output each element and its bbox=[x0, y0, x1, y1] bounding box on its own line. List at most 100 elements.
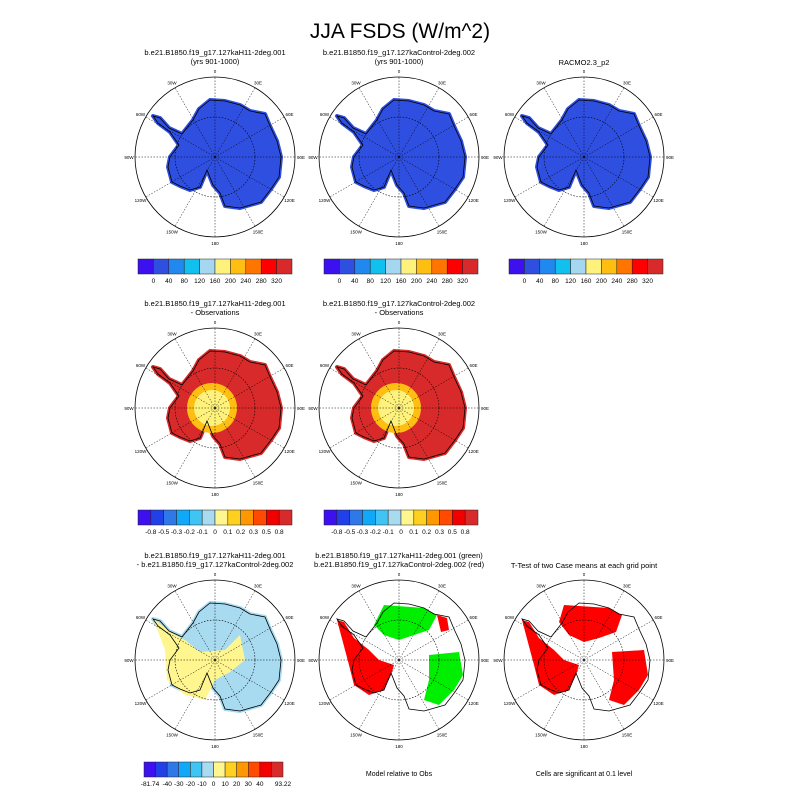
colorbar-tick-label: 0 bbox=[399, 529, 403, 536]
colorbar-swatch bbox=[155, 761, 168, 778]
colorbar: -0.8 -0.5 -0.3 -0.2 -0.1 0 0.1 0.2 0.3 0.5 0.8 bbox=[137, 509, 293, 536]
panel-subtitle: - Observations bbox=[375, 308, 424, 317]
colorbar-swatch bbox=[168, 258, 185, 275]
colorbar-tick-label: 200 bbox=[225, 278, 236, 285]
longitude-label: 150W bbox=[166, 229, 179, 234]
colorbar-tick-label: 320 bbox=[457, 278, 468, 285]
colorbar-tick-label: 160 bbox=[581, 278, 592, 285]
colorbar-swatch bbox=[253, 509, 267, 526]
meridian-line bbox=[398, 407, 469, 449]
longitude-label: 120W bbox=[504, 701, 517, 706]
meridian-line bbox=[329, 156, 400, 198]
colorbar-swatch bbox=[539, 258, 556, 275]
longitude-label: 150E bbox=[622, 229, 633, 234]
colorbar-tick-label: -0.2 bbox=[370, 529, 382, 536]
colorbar-tick-label: -0.8 bbox=[145, 529, 157, 536]
coastline bbox=[336, 99, 466, 209]
meridian-line bbox=[358, 407, 400, 478]
colorbar-tick-label: 40 bbox=[351, 278, 359, 285]
significant-cells bbox=[559, 605, 622, 642]
meridian-line bbox=[583, 590, 625, 661]
colorbar-tick-label: 0 bbox=[212, 781, 216, 788]
meridian-line bbox=[543, 659, 585, 730]
longitude-label: 180 bbox=[395, 241, 403, 246]
panel-title: b.e21.B1850.f19_g17.127kaControl-2deg.00… bbox=[323, 48, 475, 57]
colorbar-tick-label: -0.5 bbox=[344, 529, 356, 536]
meridian-line bbox=[514, 156, 585, 198]
longitude-label: 180 bbox=[211, 241, 219, 246]
colorbar-tick-label: 240 bbox=[426, 278, 437, 285]
colorbar-tick-label: 0 bbox=[523, 278, 527, 285]
colorbar-swatch bbox=[224, 761, 237, 778]
longitude-label: 150W bbox=[350, 480, 363, 485]
colorbar-swatch bbox=[452, 509, 466, 526]
colorbar-swatch bbox=[137, 509, 152, 526]
longitude-label: 60E bbox=[469, 363, 477, 368]
meridian-line bbox=[174, 659, 216, 730]
longitude-label: 90W bbox=[493, 658, 503, 663]
longitude-label: 60W bbox=[320, 112, 330, 117]
colorbar-swatch bbox=[260, 258, 277, 275]
meridian-line bbox=[514, 659, 585, 701]
meridian-line bbox=[583, 659, 654, 701]
longitude-label: 90E bbox=[481, 406, 489, 411]
longitude-label: 30W bbox=[536, 584, 546, 589]
longitude-label: 120W bbox=[135, 449, 148, 454]
meridian-line bbox=[214, 116, 285, 158]
meridian-line bbox=[214, 407, 256, 478]
polar-map-panel: 0 30E 60E 90E 120E 150E 180 150W 120W 90W 60W 30W b.… bbox=[124, 551, 305, 749]
longitude-label: 150E bbox=[437, 732, 448, 737]
colorbar-swatch bbox=[431, 258, 448, 275]
panel-title: b.e21.B1850.f19_g17.127kaH11-2deg.001 bbox=[144, 48, 285, 57]
meridian-line bbox=[583, 659, 625, 730]
longitude-label: 0 bbox=[214, 320, 217, 325]
significant-cells bbox=[522, 620, 579, 695]
colorbar-tick-label: 0.3 bbox=[249, 529, 258, 536]
colorbar-swatch bbox=[439, 509, 453, 526]
longitude-label: 120E bbox=[653, 701, 664, 706]
colorbar-swatch bbox=[166, 761, 180, 778]
longitude-label: 150W bbox=[350, 229, 363, 234]
colorbar-tick-label: -20 bbox=[186, 781, 196, 788]
colorbar-tick-label: 120 bbox=[380, 278, 391, 285]
longitude-label: 30W bbox=[167, 332, 177, 337]
longitude-label: 150W bbox=[350, 732, 363, 737]
colorbar-swatch bbox=[214, 258, 231, 275]
colorbar-tick-label: 280 bbox=[442, 278, 453, 285]
longitude-label: 150E bbox=[622, 732, 633, 737]
meridian-line bbox=[543, 156, 585, 227]
meridian-line bbox=[214, 87, 256, 158]
colorbar-swatch bbox=[416, 258, 433, 275]
colorbar-tick-label: 80 bbox=[552, 278, 560, 285]
colorbar-swatch bbox=[413, 509, 427, 526]
colorbar-tick-label: 40 bbox=[165, 278, 173, 285]
colorbar: 0 40 80 120 160 200 240 280 320 bbox=[323, 258, 479, 285]
colorbar-tick-label: 40 bbox=[536, 278, 544, 285]
longitude-label: 150E bbox=[253, 229, 264, 234]
coastline bbox=[152, 602, 282, 712]
colorbar-tick-label: 160 bbox=[396, 278, 407, 285]
meridian-line bbox=[329, 659, 400, 701]
meridian-line bbox=[358, 338, 400, 409]
meridian-line bbox=[358, 590, 400, 661]
colorbar-tick-label: 80 bbox=[181, 278, 189, 285]
meridian-line bbox=[583, 116, 654, 158]
colorbar-swatch bbox=[570, 258, 587, 275]
meridian-line bbox=[398, 659, 469, 701]
map-boundary bbox=[134, 327, 296, 489]
meridian-line bbox=[398, 156, 440, 227]
longitude-label: 90E bbox=[666, 155, 674, 160]
longitude-label: 150E bbox=[253, 732, 264, 737]
note-model-relative: Model relative to Obs bbox=[366, 771, 433, 778]
longitude-label: 120W bbox=[319, 449, 332, 454]
colorbar-swatch bbox=[554, 258, 571, 275]
longitude-label: 60W bbox=[505, 615, 515, 620]
meridian-line bbox=[174, 338, 216, 409]
colorbar-swatch bbox=[426, 509, 440, 526]
colorbar-tick-label: 30 bbox=[245, 781, 253, 788]
meridian-line bbox=[358, 156, 400, 227]
colorbar-tick-label: -0.5 bbox=[158, 529, 170, 536]
longitude-label: 90E bbox=[297, 155, 305, 160]
colorbar-swatch bbox=[375, 509, 389, 526]
